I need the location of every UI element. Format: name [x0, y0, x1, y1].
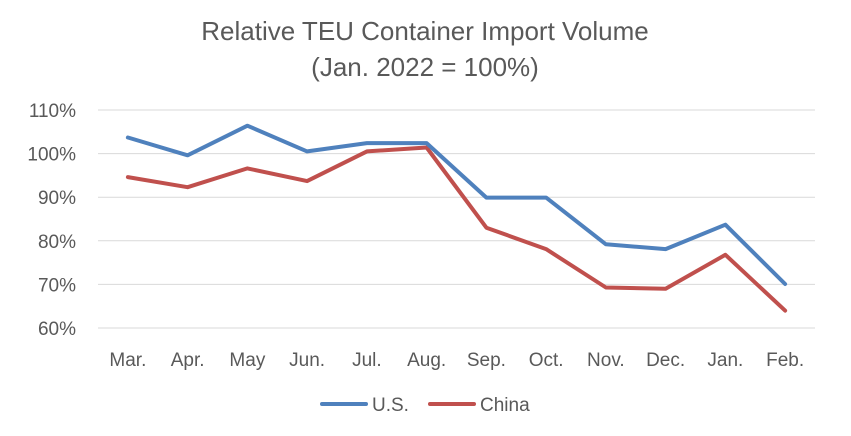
series-line-u-s	[125, 123, 788, 286]
x-tick-label: Oct.	[529, 350, 564, 371]
legend-label: China	[480, 395, 530, 416]
x-tick-label: Jan.	[707, 350, 743, 371]
y-tick-label: 60%	[38, 319, 76, 340]
series-line-china	[125, 145, 788, 313]
series-lines	[125, 123, 788, 313]
legend-label: U.S.	[372, 395, 409, 416]
y-axis-ticks: 60% 70% 80% 90% 100% 110%	[27, 101, 76, 340]
x-tick-label: Jul.	[352, 350, 382, 371]
x-tick-label: Mar.	[109, 350, 146, 371]
chart-subtitle: (Jan. 2022 = 100%)	[311, 52, 539, 82]
gridlines	[98, 109, 815, 329]
x-tick-label: Feb.	[766, 350, 804, 371]
y-tick-label: 90%	[38, 188, 76, 209]
y-tick-label: 70%	[38, 275, 76, 296]
x-axis-ticks: Mar. Apr. May Jun. Jul. Aug. Sep. Oct. Nov. Dec. J…	[109, 350, 804, 371]
y-tick-label: 110%	[29, 101, 76, 122]
x-tick-label: May	[229, 350, 265, 371]
x-tick-label: Dec.	[646, 350, 685, 371]
x-tick-label: Apr.	[171, 350, 205, 371]
x-tick-label: Nov.	[587, 350, 625, 371]
y-tick-label: 100%	[27, 145, 76, 166]
x-tick-label: Aug.	[407, 350, 446, 371]
x-tick-label: Sep.	[467, 350, 506, 371]
legend: U.S. China	[320, 395, 530, 416]
x-tick-label: Jun.	[289, 350, 325, 371]
y-tick-label: 80%	[38, 232, 76, 253]
chart-title: Relative TEU Container Import Volume	[201, 16, 649, 46]
